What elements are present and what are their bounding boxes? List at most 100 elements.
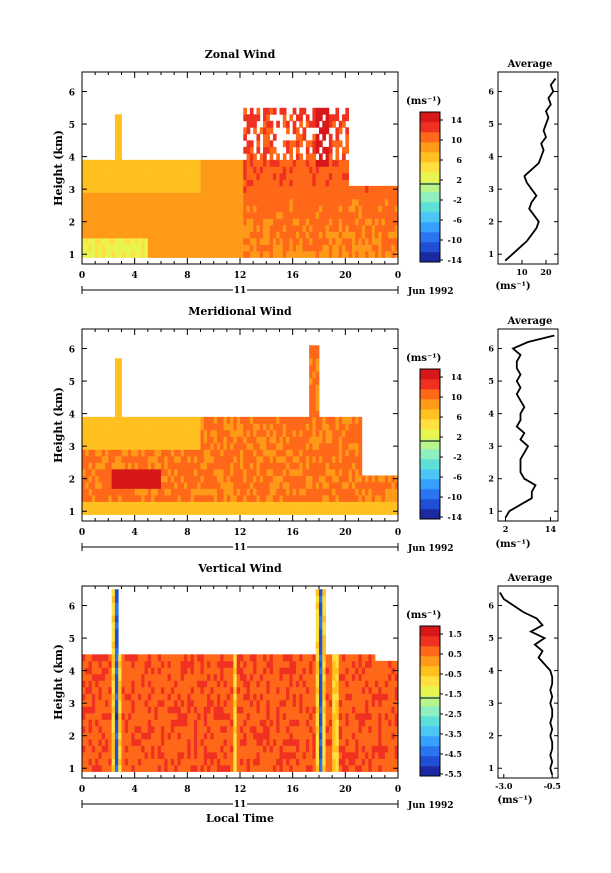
heatmap-cell — [197, 218, 201, 226]
heatmap-cell — [121, 654, 126, 662]
heatmap-cell — [216, 250, 221, 258]
heatmap-cell — [101, 237, 106, 245]
heatmap-cell — [200, 764, 205, 772]
heatmap-cell — [147, 205, 152, 213]
heatmap-cell — [263, 488, 267, 496]
heatmap-cell — [226, 159, 231, 167]
heatmap-cell — [193, 706, 198, 714]
heatmap-cell — [216, 654, 221, 662]
heatmap-cell — [230, 244, 234, 252]
heatmap-cell — [256, 488, 261, 496]
heatmap-cell — [91, 429, 96, 437]
heatmap-cell — [220, 706, 224, 714]
heatmap-cell — [124, 244, 129, 252]
heatmap-cell — [236, 660, 241, 668]
heatmap-cell — [233, 764, 238, 772]
heatmap-cell — [371, 732, 376, 740]
heatmap-cell — [226, 423, 231, 431]
heatmap-cell — [85, 660, 89, 668]
heatmap-cell — [263, 250, 267, 258]
heatmap-cell — [121, 686, 126, 694]
heatmap-cell — [374, 481, 379, 489]
heatmap-cell — [358, 719, 363, 727]
heatmap-cell — [322, 758, 326, 766]
heatmap-cell — [305, 416, 310, 424]
heatmap-cell — [95, 462, 99, 470]
heatmap-cell — [368, 660, 373, 668]
heatmap-cell — [259, 185, 264, 193]
heatmap-cell — [180, 205, 185, 213]
heatmap-cell — [157, 738, 162, 746]
heatmap-cell — [95, 507, 99, 515]
x-ticks: 0 4 8 12 16 20 0 — [79, 72, 401, 281]
heatmap-cell — [230, 198, 234, 206]
heatmap-cell — [118, 706, 122, 714]
heatmap-cell — [98, 501, 103, 509]
heatmap-cell — [88, 667, 93, 675]
heatmap-cell — [213, 764, 218, 772]
heatmap-cell — [82, 224, 86, 232]
heatmap-cell — [147, 719, 152, 727]
heatmap-cell — [305, 680, 310, 688]
heatmap-cell — [161, 738, 165, 746]
heatmap-cell — [236, 237, 241, 245]
heatmap-cell — [141, 218, 145, 226]
heatmap-cell — [381, 712, 386, 720]
heatmap-cell — [269, 107, 274, 115]
heatmap-cell — [226, 462, 231, 470]
heatmap-cell — [174, 455, 178, 463]
heatmap-cell — [213, 712, 218, 720]
heatmap-cell — [335, 680, 340, 688]
heatmap-cell — [213, 660, 218, 668]
colorbar-frame — [419, 368, 441, 520]
heatmap-cell — [249, 455, 254, 463]
heatmap-cell — [95, 185, 99, 193]
heatmap-cell — [210, 179, 215, 187]
heatmap-cell — [203, 179, 208, 187]
heatmap-cell — [111, 699, 116, 707]
heatmap-cell — [263, 429, 267, 437]
heatmap-cell — [164, 732, 168, 740]
heatmap-cell — [118, 114, 122, 122]
heatmap-cell — [174, 192, 178, 200]
heatmap-cell — [279, 462, 284, 470]
heatmap-cell — [105, 680, 109, 688]
heatmap-cell — [131, 680, 136, 688]
heatmap-cell — [128, 436, 132, 444]
heatmap-cell — [151, 436, 155, 444]
heatmap-cell — [302, 218, 307, 226]
heatmap-cell — [309, 179, 313, 187]
y-tick-label: 2 — [69, 476, 75, 486]
heatmap-cell — [355, 764, 359, 772]
heatmap-cell — [190, 660, 195, 668]
heatmap-cell — [240, 764, 244, 772]
heatmap-cell — [111, 436, 116, 444]
colorbar-tick-label: 6 — [456, 412, 462, 422]
heatmap-cell — [223, 218, 228, 226]
heatmap-cell — [124, 693, 129, 701]
heatmap-cell — [365, 738, 369, 746]
heatmap-cell — [259, 764, 264, 772]
heatmap-cell — [147, 166, 152, 174]
heatmap-cell — [243, 481, 247, 489]
heatmap-cell — [256, 667, 261, 675]
heatmap-cell — [98, 725, 103, 733]
heatmap-cell — [167, 660, 172, 668]
heatmap-cell — [91, 475, 96, 483]
heatmap-cell — [177, 712, 182, 720]
heatmap-cell — [263, 745, 267, 753]
heatmap-cell — [312, 364, 317, 372]
heatmap-cell — [319, 751, 323, 759]
heatmap-cell — [118, 205, 122, 213]
heatmap-cell — [213, 423, 218, 431]
heatmap-cell — [190, 719, 195, 727]
heatmap-cell — [88, 218, 93, 226]
heatmap-cell — [223, 764, 228, 772]
heatmap-cell — [141, 673, 145, 681]
heatmap-cell — [319, 693, 323, 701]
heatmap-cell — [269, 725, 274, 733]
heatmap-cell — [243, 751, 247, 759]
heatmap-cell — [210, 192, 215, 200]
heatmap-cell — [368, 738, 373, 746]
